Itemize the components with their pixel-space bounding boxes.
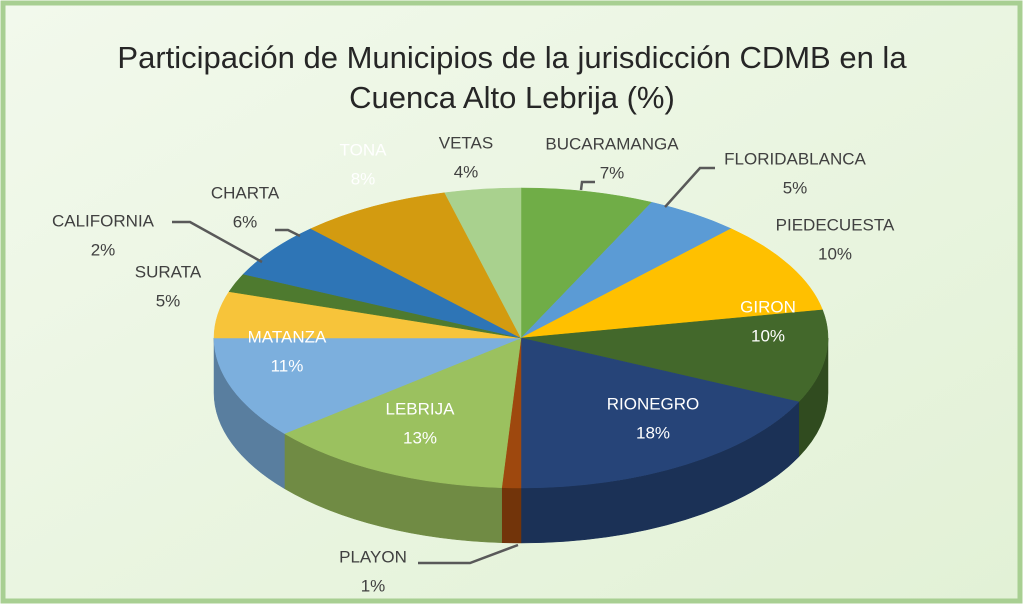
slice-value-label: 1%: [361, 576, 386, 595]
slice-value-label: 6%: [233, 212, 258, 231]
slice-label: SURATA: [135, 262, 202, 281]
slice: [213, 337, 522, 434]
slice-label: MATANZA: [248, 327, 327, 346]
slice-value-label: 2%: [91, 240, 116, 259]
slice-label: TONA: [340, 140, 388, 159]
leader-lines: [172, 166, 715, 565]
slice-value-label: 11%: [271, 356, 304, 375]
slice: [520, 228, 823, 339]
slice-value-label: 5%: [156, 291, 181, 310]
slice-label: PLAYON: [339, 547, 407, 566]
slice-side: [501, 487, 522, 544]
slice-label: PIEDECUESTA: [776, 215, 895, 234]
slice-value-label: 18%: [636, 423, 670, 442]
slice-label: RIONEGRO: [607, 394, 700, 413]
slice-value-label: 13%: [403, 428, 437, 447]
slice-label: CHARTA: [211, 183, 280, 202]
slice: [444, 187, 522, 339]
slice: [310, 192, 522, 339]
slice-label: FLORIDABLANCA: [724, 149, 866, 168]
slice-label: GIRON: [740, 297, 796, 316]
slice: [520, 309, 829, 403]
chart-title: Participación de Municipios de la jurisd…: [117, 40, 907, 115]
pie: [213, 187, 829, 544]
leader-line: [664, 166, 715, 208]
slice-value-label: 8%: [351, 169, 376, 188]
slice-value-label: 10%: [818, 244, 852, 263]
slice-label: VETAS: [439, 133, 493, 152]
slice: [283, 337, 522, 488]
slice-value-label: 4%: [454, 162, 479, 181]
leader-line: [172, 220, 263, 264]
labels: BUCARAMANGA 7% FLORIDABLANCA 5% PIEDECUESTA 1…: [52, 133, 895, 595]
leader-line: [275, 228, 301, 238]
slice-value-label: 7%: [600, 163, 625, 182]
leader-line: [418, 543, 519, 565]
slice-label: LEBRIJA: [386, 399, 456, 418]
slice-label: CALIFORNIA: [52, 211, 155, 230]
slice: [520, 187, 653, 339]
slice: [520, 337, 800, 489]
slice-value-label: 10%: [751, 326, 785, 345]
slice-value-label: 5%: [783, 178, 808, 197]
leader-line: [579, 180, 595, 191]
slice-label: BUCARAMANGA: [545, 134, 679, 153]
